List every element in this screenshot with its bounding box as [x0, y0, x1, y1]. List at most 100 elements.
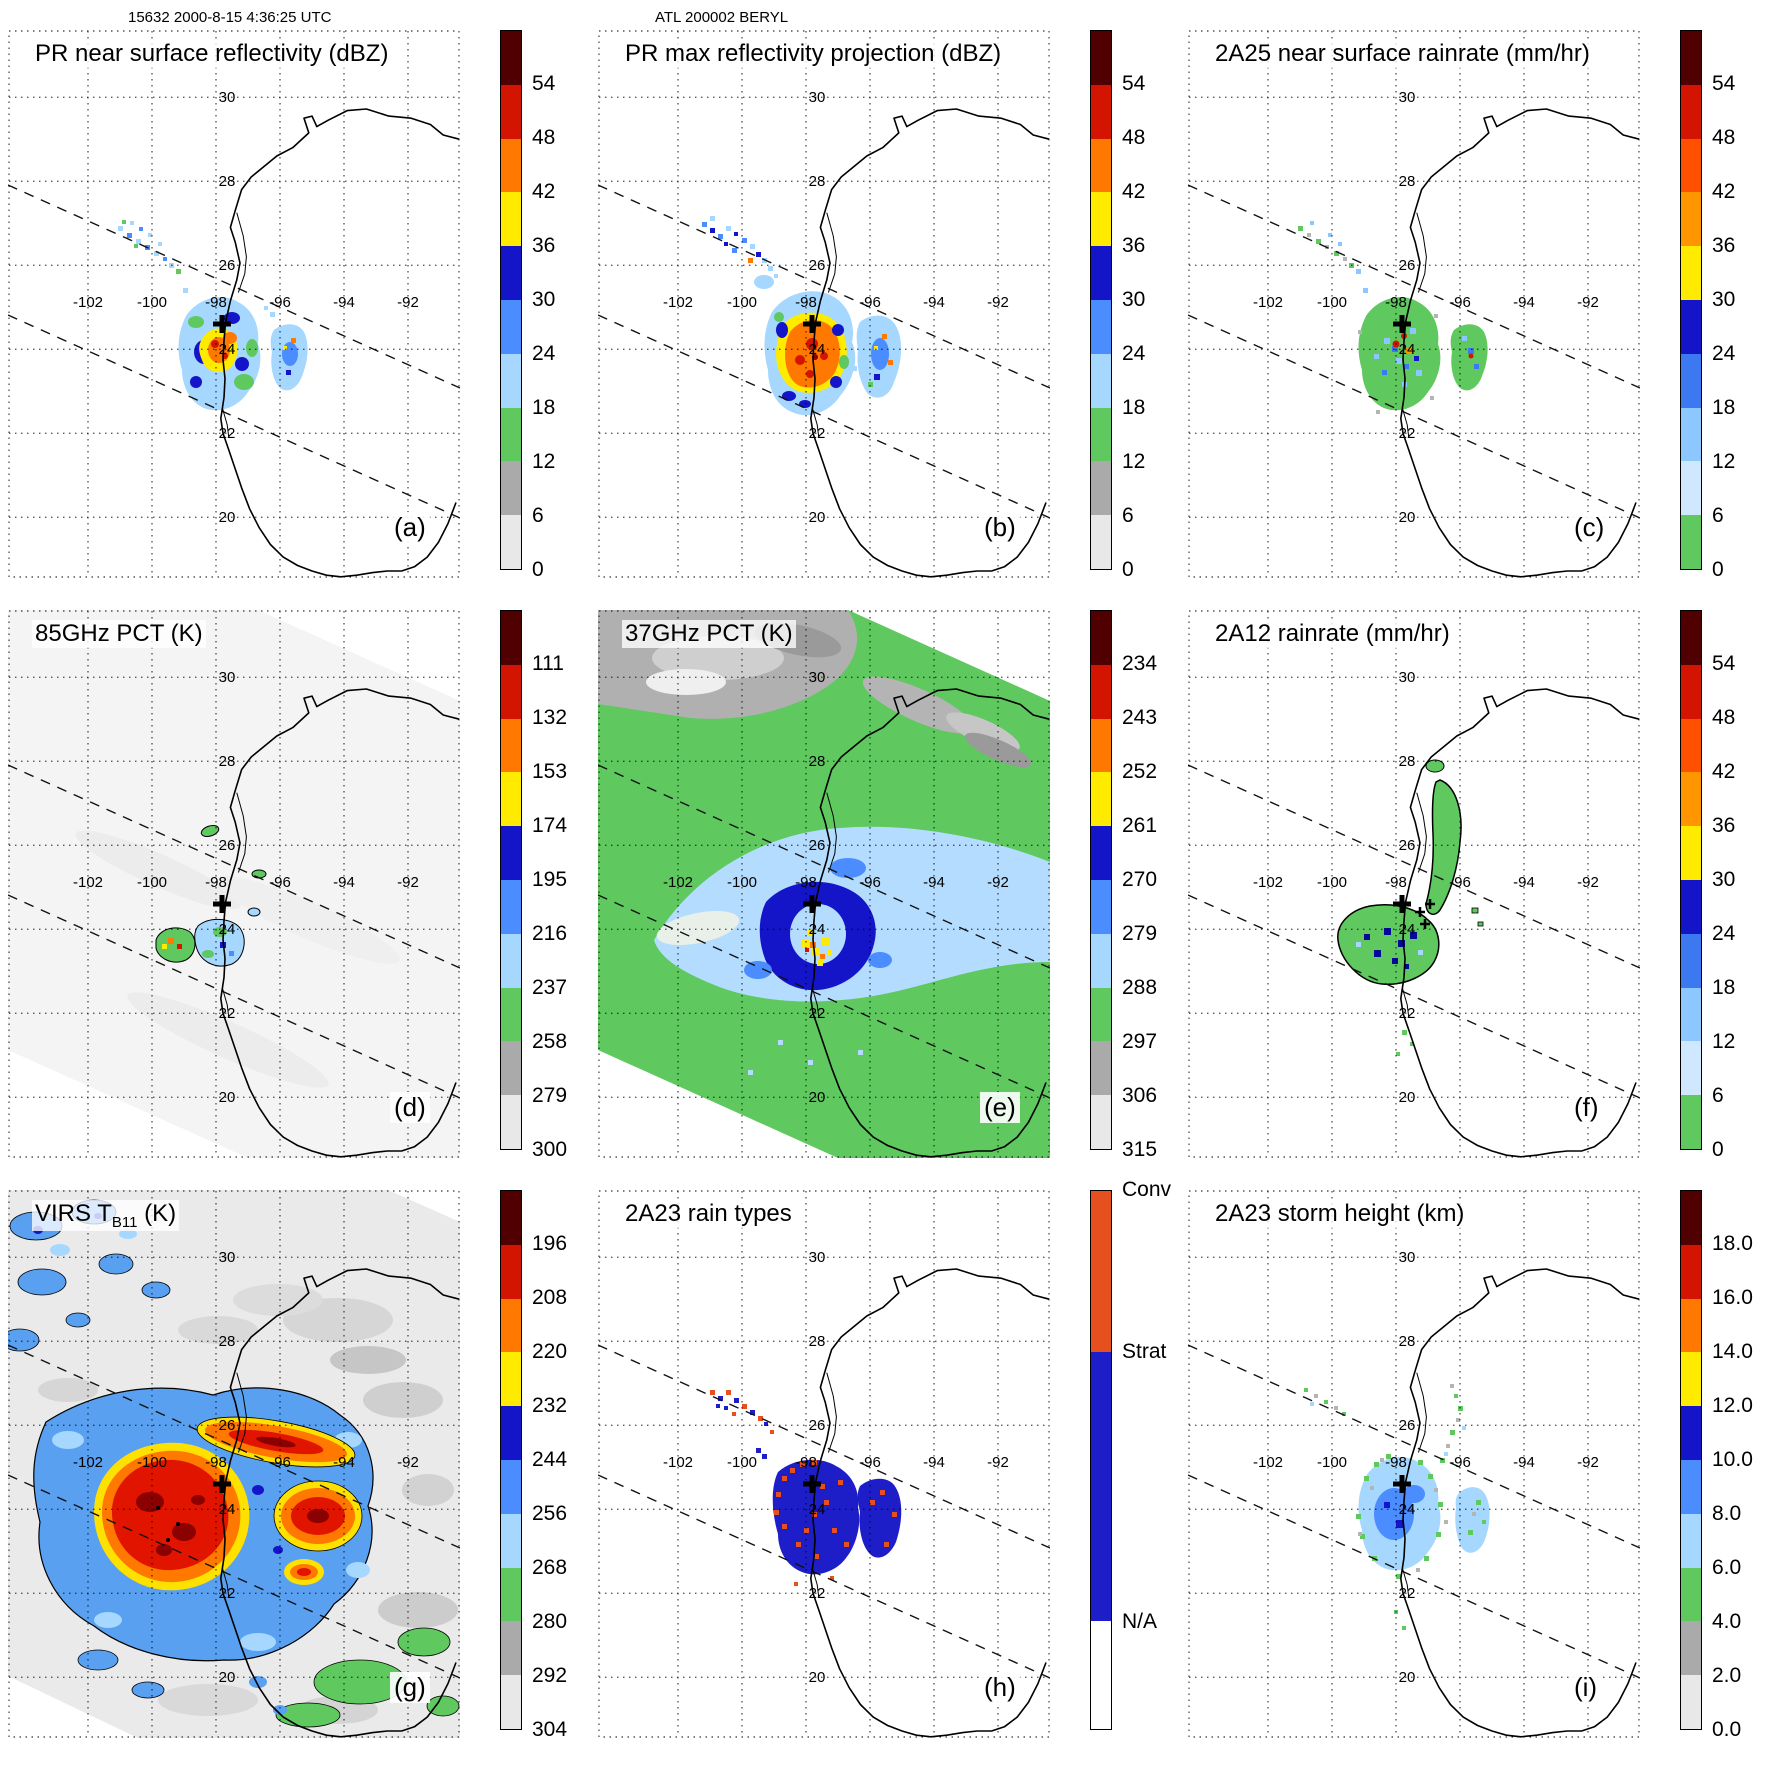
colorbar-tick-label: 24 [1712, 342, 1736, 365]
colorbar-gradient [1680, 1190, 1702, 1730]
colorbar-d: 111 132 153 174 195 216 237 258 279 300 [500, 610, 586, 1161]
colorbar-tick-label: 304 [532, 1718, 568, 1741]
colorbar-tick-label: 195 [532, 868, 568, 891]
colorbar-tick-label: 18 [532, 396, 556, 419]
colorbar-tick-label: 36 [1712, 234, 1736, 257]
panel-title-c: 2A25 near surface rainrate (mm/hr) [1212, 40, 1593, 68]
colorbar-segment [1681, 1567, 1701, 1622]
orbit-time-label: 15632 2000-8-15 4:36:25 UTC [128, 9, 332, 26]
lat-tick-label: 28 [1399, 753, 1416, 770]
lat-tick-label: 24 [1399, 921, 1416, 938]
colorbar-segment [501, 84, 521, 139]
lagoon-line [221, 1567, 230, 1598]
colorbar-segment [501, 987, 521, 1042]
panel-e: 37GHz PCT (K) [590, 606, 1180, 1186]
colorbar-segment [501, 1621, 521, 1676]
lon-tick-label: -94 [333, 1454, 355, 1471]
panel-letter-b: (b) [980, 512, 1020, 543]
colorbar-tick-label: 288 [1122, 976, 1158, 999]
colorbar-tick-label: 24 [532, 342, 556, 365]
secondary-echo-region [848, 315, 902, 398]
lon-tick-label: -92 [397, 294, 419, 311]
colorbar-tick-label: 280 [532, 1610, 568, 1633]
rain-region-arc [1425, 759, 1462, 915]
colorbar-a: 54 48 42 36 30 24 18 12 6 0 [500, 30, 586, 581]
colorbar-segment [501, 515, 521, 569]
colorbar-f: 54 48 42 36 30 24 18 12 6 0 [1680, 610, 1766, 1161]
colorbar-c: 54 48 42 36 30 24 18 12 6 0 [1680, 30, 1766, 581]
panel-title-a: PR near surface reflectivity (dBZ) [32, 40, 392, 68]
colorbar-segment [1681, 246, 1701, 300]
title-subscript: B11 [111, 1213, 138, 1231]
lat-tick-label: 22 [809, 1005, 826, 1022]
lat-tick-label: 26 [1399, 257, 1416, 274]
lon-tick-label: -102 [1253, 294, 1283, 311]
main-rain-region [1358, 297, 1441, 411]
colorbar-tick-label: 30 [1122, 288, 1146, 311]
colorbar-tick-label: 18 [1712, 396, 1736, 419]
lon-tick-label: -94 [923, 874, 945, 891]
colorbar-segment [501, 192, 521, 247]
lagoon-line [221, 987, 230, 1018]
lat-tick-label: 24 [1399, 341, 1416, 358]
lat-tick-label: 22 [809, 425, 826, 442]
panel-b: PR max reflectivity projection (dBZ) [590, 26, 1180, 606]
barrier-island-line [826, 1372, 837, 1453]
coastline [1400, 688, 1640, 1158]
lon-tick-label: -102 [1253, 1454, 1283, 1471]
colorbar-g: 196 208 220 232 244 256 268 280 292 304 [500, 1190, 586, 1741]
speckle-field [118, 220, 188, 293]
lat-tick-label: 24 [809, 921, 826, 938]
colorbar-tick-label: 6 [1712, 1084, 1724, 1107]
lagoon-line [811, 407, 820, 438]
map-e: -102 -100 -98 -96 -94 -92 30 28 26 24 22 20 [598, 610, 1050, 1158]
colorbar-segment [501, 31, 521, 85]
lon-tick-label: -92 [987, 294, 1009, 311]
colorbar-tick-label: 54 [532, 72, 556, 95]
panel-g: VIRS TB11 (K) [0, 1186, 590, 1766]
lat-tick-label: 28 [809, 753, 826, 770]
colorbar-tick-label: 220 [532, 1340, 568, 1363]
lat-tick-label: 26 [809, 837, 826, 854]
lon-tick-label: -98 [1385, 294, 1407, 311]
colorbar-tick-label: 12 [1712, 450, 1736, 473]
lon-tick-label: -100 [1317, 294, 1347, 311]
lon-tick-label: -100 [1317, 874, 1347, 891]
lon-tick-label: -102 [73, 294, 103, 311]
colorbar-tick-label: 132 [532, 706, 568, 729]
barrier-island-line [236, 792, 247, 873]
tmi-swath-fill [8, 610, 460, 1158]
colorbar-tick-label: 0.0 [1712, 1718, 1742, 1741]
panel-c: 2A25 near surface rainrate (mm/hr) [1180, 26, 1770, 606]
colorbar-segment [501, 299, 521, 354]
panel-letter-e: (e) [980, 1092, 1020, 1123]
map-f: -102 -100 -98 -96 -94 -92 30 28 26 24 22 20 [1188, 610, 1640, 1158]
convective-specks [774, 1460, 897, 1586]
panel-title-b: PR max reflectivity projection (dBZ) [622, 40, 1005, 68]
colorbar-gradient [1090, 30, 1112, 570]
lat-tick-label: 28 [1399, 1333, 1416, 1350]
colorbar-segment [1091, 1095, 1111, 1149]
lat-tick-label: 20 [219, 1669, 236, 1686]
colorbar-segment [501, 1095, 521, 1149]
colorbar-tick-label: 12 [1122, 450, 1146, 473]
main-echo-region [764, 291, 856, 416]
lat-tick-label: 26 [809, 1417, 826, 1434]
map-h: -102 -100 -98 -96 -94 -92 30 28 26 24 22 20 [598, 1190, 1050, 1738]
colorbar-gradient [500, 1190, 522, 1730]
colorbar-gradient [1090, 1190, 1112, 1730]
colorbar-segment [1091, 933, 1111, 988]
colorbar-segment [1091, 515, 1111, 569]
lat-tick-label: 24 [219, 921, 236, 938]
speckle-field [710, 1390, 774, 1434]
lon-tick-label: -96 [269, 1454, 291, 1471]
panel-title-g: VIRS TB11 (K) [32, 1200, 180, 1231]
colorbar-segment [501, 1567, 521, 1622]
lon-tick-label: -98 [795, 294, 817, 311]
colorbar-segment [1091, 879, 1111, 934]
colorbar-segment [501, 879, 521, 934]
lat-tick-label: 20 [219, 509, 236, 526]
panel-title-i: 2A23 storm height (km) [1212, 1200, 1468, 1228]
cold-band-northeast [196, 1416, 356, 1468]
lat-tick-label: 30 [219, 89, 236, 106]
